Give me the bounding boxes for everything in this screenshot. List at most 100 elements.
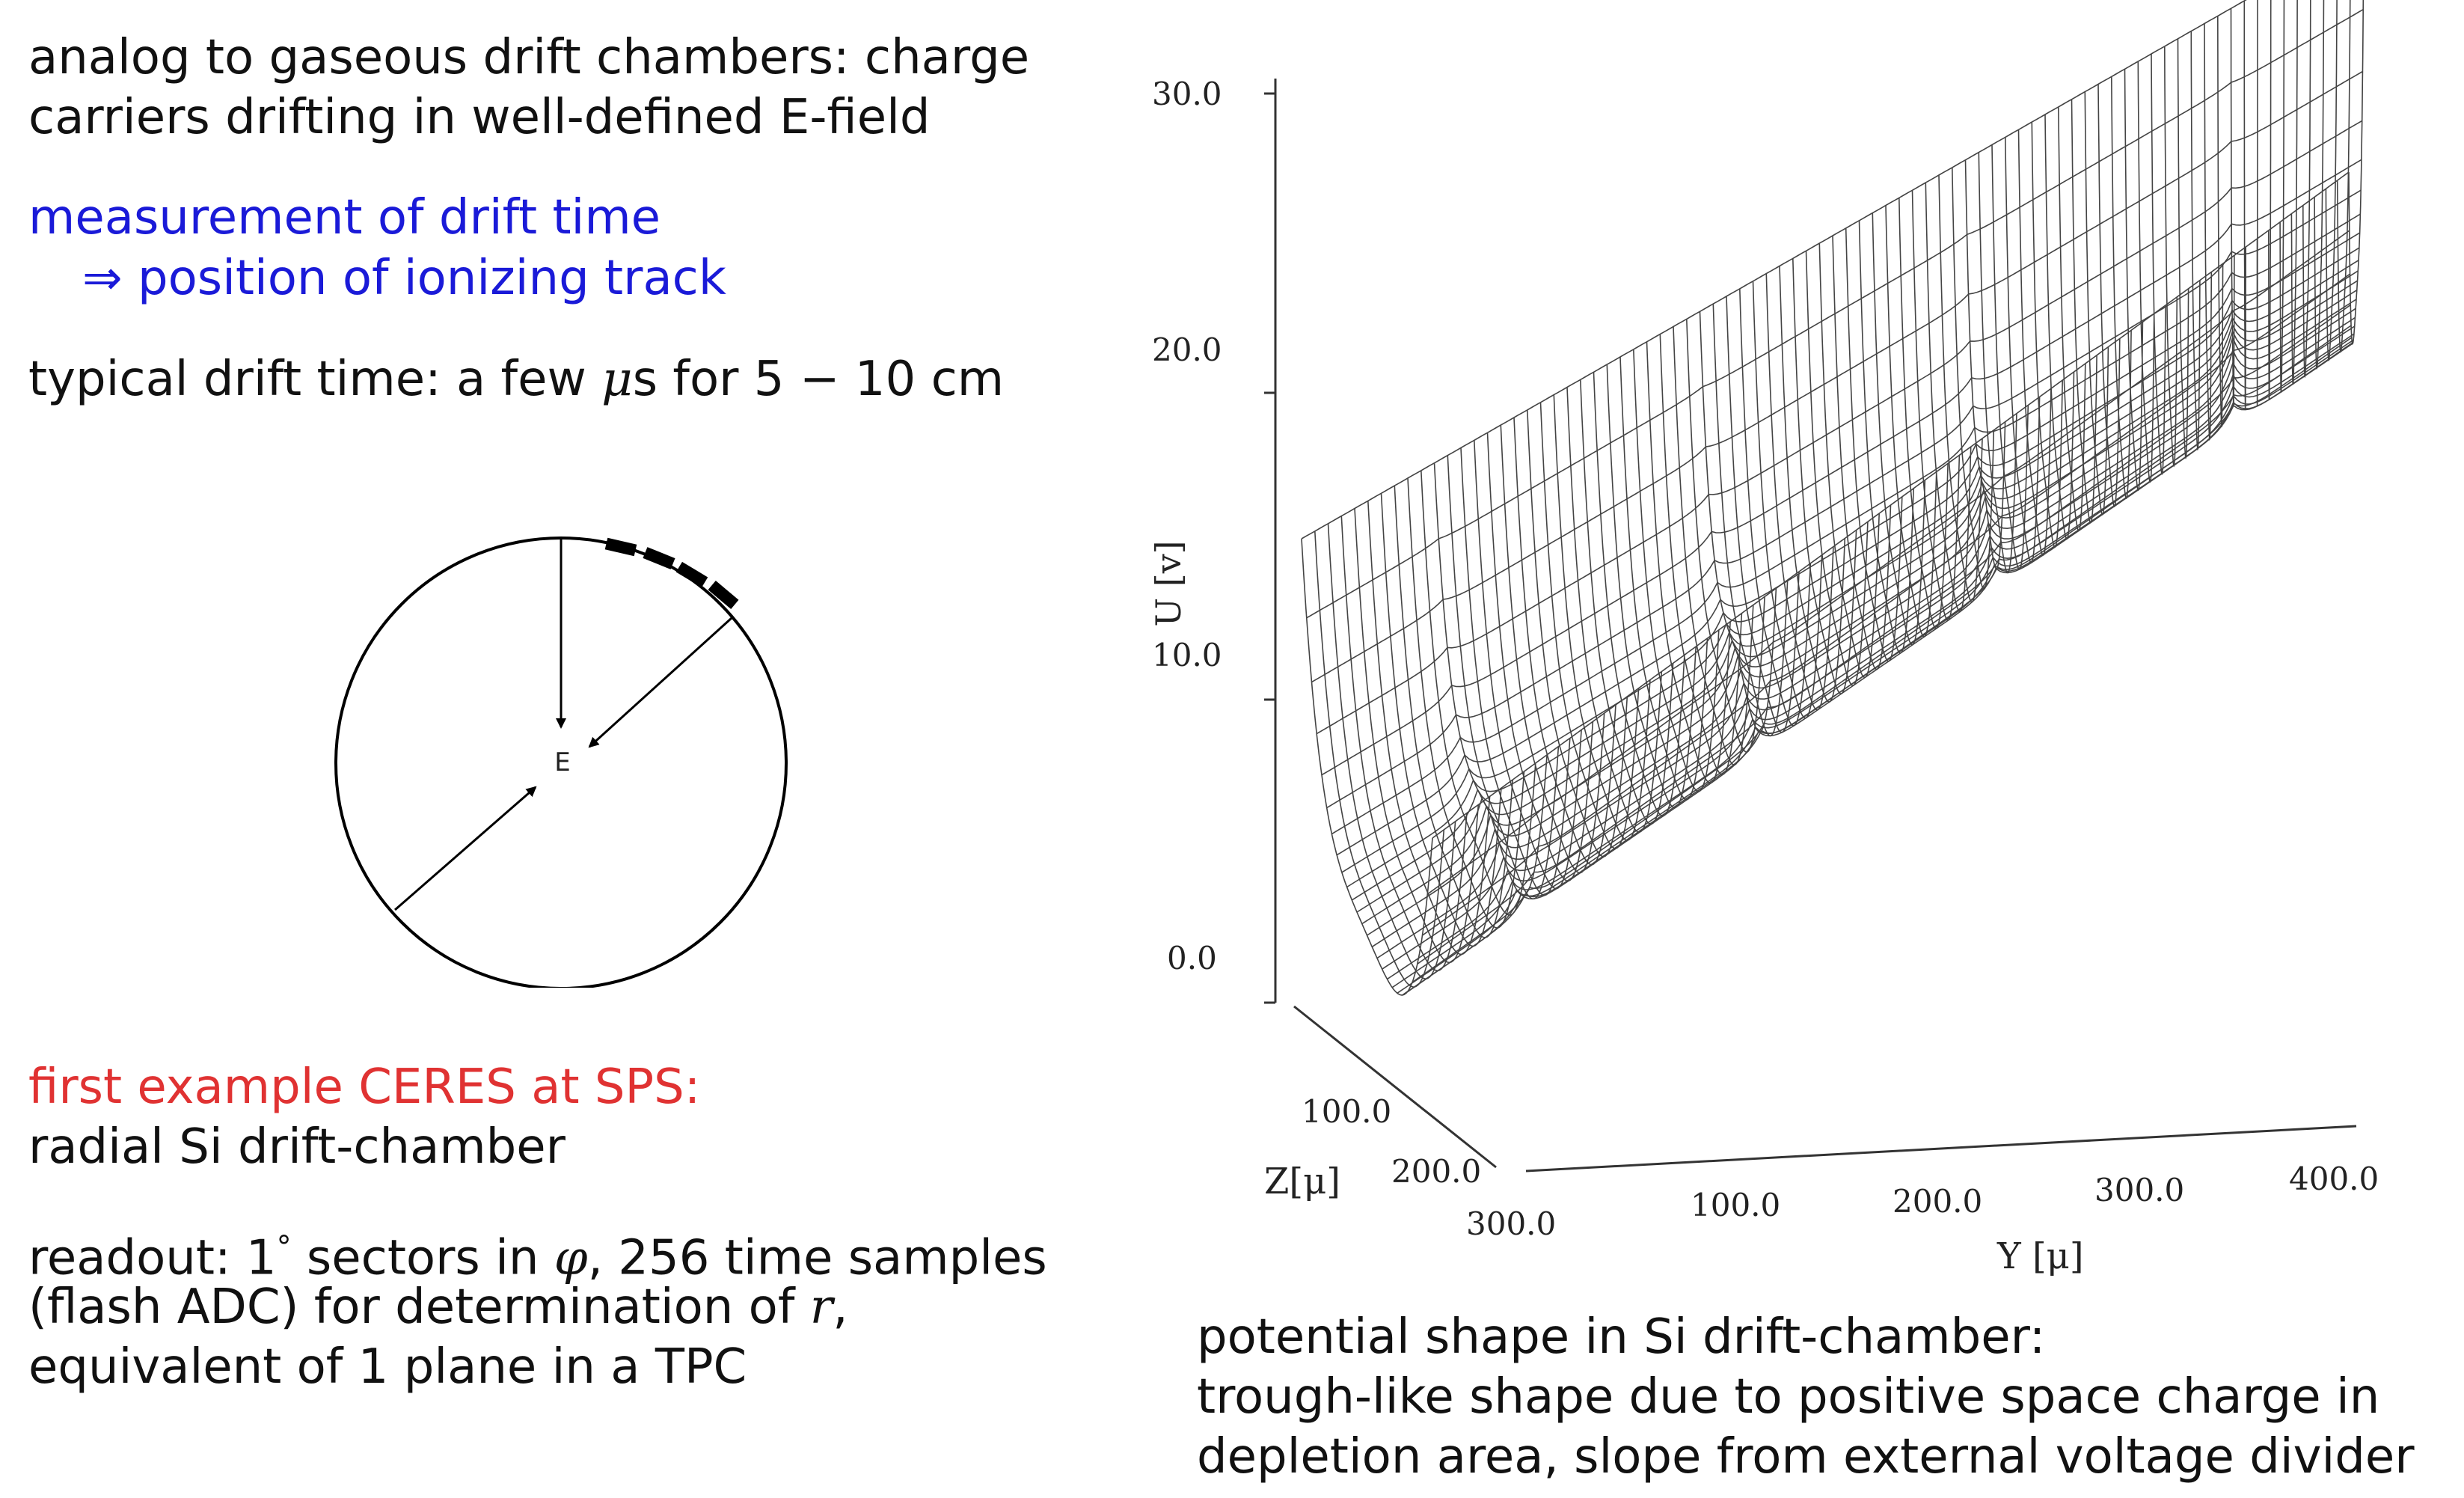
- mesh-line-across: [1792, 258, 1857, 694]
- horizontal-axis-line: [1525, 1125, 2357, 1173]
- mesh-line-along: [1346, 260, 2359, 888]
- drift-arrow-right: [588, 617, 733, 748]
- mesh-line-across: [2268, 0, 2272, 400]
- depth-tick-label: 200.0: [1391, 1153, 1481, 1190]
- mesh-line-along: [1397, 343, 2353, 994]
- mesh-line-along: [1356, 280, 2358, 913]
- mesh-line-across: [1633, 349, 1720, 792]
- mesh-line-along: [1371, 308, 2356, 948]
- measurement-line-1: measurement of drift time: [28, 190, 661, 245]
- field-label-e: E: [554, 748, 570, 777]
- y-axis-label: U [v]: [1148, 540, 1189, 626]
- mesh-line-across: [2164, 46, 2178, 468]
- mesh-line-across: [1593, 372, 1685, 817]
- intro-line-1: analog to gaseous drift chambers: charge: [28, 30, 1030, 85]
- drift-chamber-circle: [334, 536, 788, 988]
- ceres-subtitle: radial Si drift-chamber: [28, 1119, 566, 1175]
- mesh-line-across: [2290, 0, 2298, 385]
- depth-tick-label: 300.0: [1466, 1205, 1556, 1242]
- mesh-line-across: [2177, 38, 2189, 459]
- x-tick-label: 100.0: [1691, 1187, 1780, 1223]
- mesh-line-along: [1311, 70, 2363, 683]
- potential-surface-mesh: [1301, 0, 2365, 996]
- x-axis-label: Y [μ]: [1996, 1235, 2084, 1277]
- typical-suffix: s for 5 − 10 cm: [632, 352, 1005, 407]
- mesh-line-along: [1341, 247, 2360, 873]
- mesh-line-along: [1386, 333, 2355, 980]
- r-symbol: r: [809, 1280, 833, 1335]
- measurement-line-2: ⇒ position of ionizing track: [82, 248, 726, 309]
- mesh-line-across: [1659, 334, 1743, 776]
- readout-l1-a: readout: 1: [28, 1230, 277, 1286]
- typical-drift-time: typical drift time: a few μs for 5 − 10 …: [28, 349, 1004, 410]
- x-tick-label: 200.0: [1893, 1183, 1982, 1220]
- depth-axis-line: [1293, 1005, 1497, 1169]
- degree-symbol: °: [276, 1230, 292, 1265]
- drift-arrow-bottom: [394, 786, 537, 911]
- implies-arrow: ⇒: [82, 251, 123, 306]
- readout-l2-a: (flash ADC) for determination of: [28, 1280, 810, 1335]
- readout-pad: [643, 547, 675, 569]
- readout-line-1: readout: 1° sectors in φ, 256 time sampl…: [28, 1217, 1047, 1288]
- typical-prefix: typical drift time: a few: [28, 352, 602, 407]
- depth-tick-label: 100.0: [1302, 1093, 1391, 1130]
- mesh-line-along: [1382, 325, 2356, 970]
- mesh-line-across: [2279, 0, 2285, 393]
- depth-axis-label: Z[μ]: [1264, 1161, 1340, 1202]
- mesh-line-along: [1391, 339, 2354, 988]
- mesh-line-along: [1351, 270, 2359, 901]
- caption-line-3: depletion area, slope from external volt…: [1197, 1429, 2415, 1485]
- mesh-line-across: [1858, 220, 1914, 654]
- readout-l1-c: , 256 time samples: [587, 1230, 1047, 1286]
- mesh-line-along: [1376, 317, 2356, 959]
- caption-line-1: potential shape in Si drift-chamber:: [1197, 1309, 2046, 1365]
- mesh-line-along: [1301, 0, 2247, 539]
- mesh-line-along: [1367, 299, 2357, 936]
- readout-l2-b: ,: [833, 1280, 848, 1335]
- mesh-line-across: [1566, 387, 1663, 833]
- readout-pad: [604, 537, 637, 557]
- mesh-line-along: [1426, 230, 2350, 895]
- readout-l1-b: sectors in: [291, 1230, 554, 1286]
- x-tick-label: 300.0: [2094, 1172, 2184, 1208]
- intro-line-2: carriers drifting in well-defined E-fiel…: [28, 90, 931, 145]
- mesh-line-across: [1367, 501, 1491, 956]
- mesh-line-across: [1606, 364, 1697, 809]
- mesh-line-across: [1805, 251, 1869, 686]
- readout-line-3: equivalent of 1 plane in a TPC: [28, 1339, 747, 1395]
- mesh-line-along: [1432, 171, 2350, 839]
- phi-symbol: φ: [554, 1230, 588, 1286]
- mesh-line-along: [1336, 232, 2361, 856]
- mesh-line-across: [2348, 0, 2365, 346]
- z-tick-label: 30.0: [1152, 76, 1222, 112]
- radial-drift-diagram: E: [334, 536, 788, 988]
- mesh-line-along: [1306, 9, 2364, 619]
- vertical-axis-ticks: [1264, 92, 1275, 1004]
- mesh-line-along: [1326, 189, 2362, 809]
- mesh-line-across: [2230, 8, 2235, 406]
- z-tick-label: 10.0: [1152, 637, 1222, 673]
- caption-line-2: trough-like shape due to positive space …: [1197, 1369, 2380, 1425]
- readout-line-2: (flash ADC) for determination of r,: [28, 1277, 848, 1338]
- potential-surface-plot: 0.0 10.0 20.0 30.0 U [v] 100.0 200.0 300…: [1148, 0, 2379, 1277]
- z-tick-label: 20.0: [1152, 331, 1222, 368]
- ceres-title: first example CERES at SPS:: [28, 1060, 701, 1115]
- mesh-line-along: [1321, 159, 2362, 776]
- mu-symbol: μ: [601, 352, 633, 407]
- mesh-line-across: [1301, 538, 1433, 996]
- mesh-line-along: [1412, 325, 2352, 983]
- mesh-line-across: [1460, 447, 1571, 896]
- mesh-line-across: [2243, 1, 2246, 410]
- mesh-line-across: [1580, 379, 1674, 825]
- x-tick-label: 400.0: [2289, 1161, 2379, 1197]
- readout-pad: [675, 561, 708, 588]
- readout-pads: [604, 537, 739, 609]
- mesh-line-along: [1316, 120, 2363, 735]
- mesh-line-along: [1422, 273, 2350, 936]
- readout-pad: [708, 581, 739, 609]
- mesh-line-along: [1331, 213, 2361, 835]
- mesh-line-along: [1417, 304, 2351, 964]
- measurement-line-2-text: position of ionizing track: [137, 251, 726, 306]
- z-tick-label: 0.0: [1167, 940, 1217, 976]
